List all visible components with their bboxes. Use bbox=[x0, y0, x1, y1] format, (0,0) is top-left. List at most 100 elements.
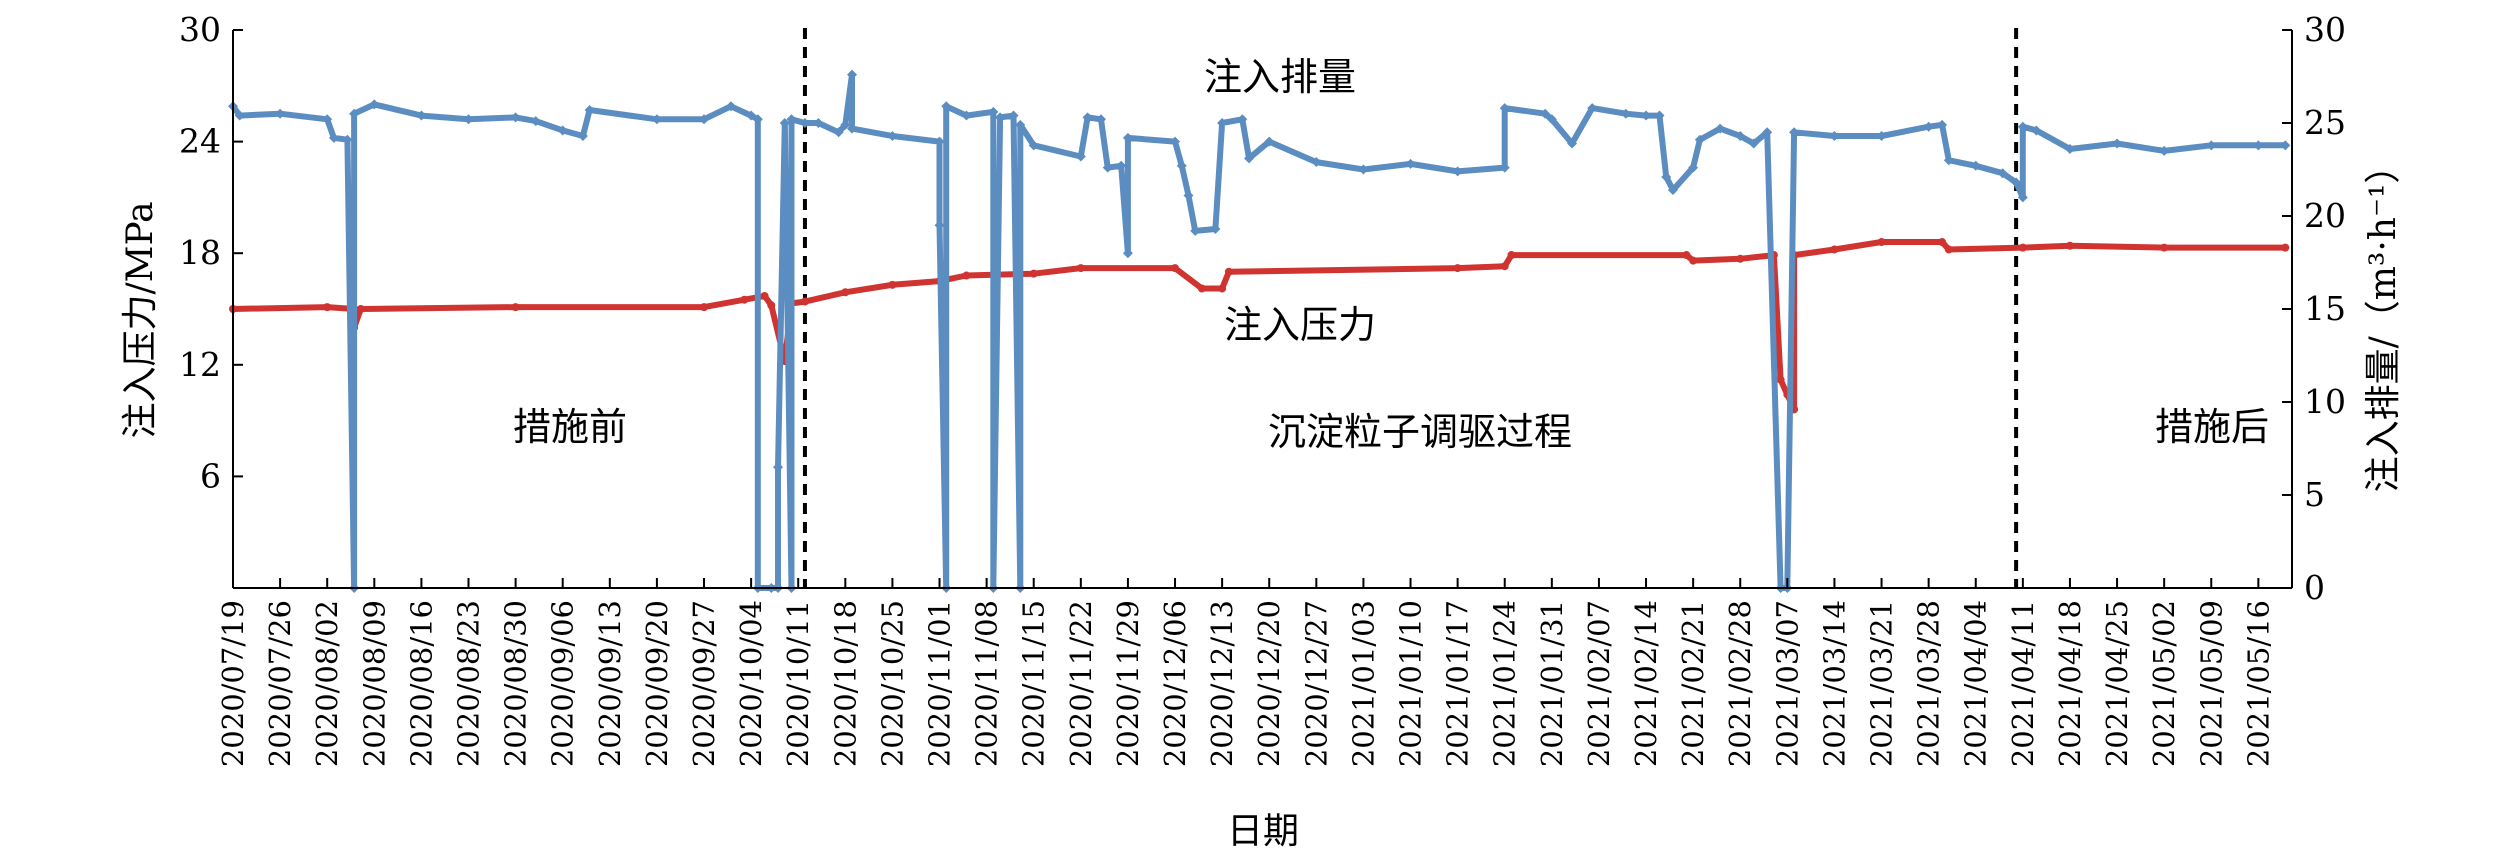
x-tick-label: 2021/04/11 bbox=[2006, 600, 2040, 767]
pressure-point bbox=[888, 280, 897, 289]
x-tick-label: 2021/04/18 bbox=[2053, 600, 2087, 767]
x-tick-label: 2020/12/13 bbox=[1205, 600, 1239, 767]
flow-point bbox=[349, 108, 360, 119]
pressure-point bbox=[1689, 256, 1698, 265]
x-tick-label: 2020/08/02 bbox=[310, 600, 344, 767]
x-tick-label: 2021/02/14 bbox=[1629, 600, 1663, 767]
right-tick-label: 10 bbox=[2304, 382, 2346, 421]
flow-point bbox=[2280, 140, 2291, 151]
x-tick-label: 2020/08/23 bbox=[452, 600, 486, 767]
left-tick-label: 24 bbox=[179, 122, 221, 161]
x-tick-label: 2020/10/25 bbox=[875, 600, 909, 767]
pressure-point bbox=[1736, 254, 1745, 263]
x-tick-label: 2021/03/21 bbox=[1865, 600, 1899, 767]
flow-point bbox=[725, 101, 736, 112]
flow-point bbox=[752, 114, 763, 125]
flow-point bbox=[1210, 224, 1221, 235]
after-phase-label: 措施后 bbox=[2155, 405, 2269, 449]
flow-point bbox=[1190, 225, 1201, 236]
flow-point bbox=[530, 116, 541, 127]
pressure-series bbox=[229, 238, 2290, 414]
flow-point bbox=[1694, 134, 1705, 145]
x-axis-title: 日期 bbox=[1227, 811, 1299, 852]
x-tick-label: 2020/07/19 bbox=[216, 600, 250, 767]
flow-point bbox=[275, 108, 286, 119]
pressure-point bbox=[1682, 251, 1691, 260]
x-tick-label: 2020/10/04 bbox=[734, 600, 768, 767]
left-tick-label: 12 bbox=[179, 345, 221, 384]
flow-point bbox=[847, 123, 858, 134]
x-tick-label: 2020/09/27 bbox=[687, 600, 721, 767]
right-tick-label: 30 bbox=[2304, 10, 2346, 49]
flow-point bbox=[1789, 127, 1800, 138]
flow-point bbox=[2017, 121, 2028, 132]
pressure-point bbox=[1877, 238, 1886, 247]
flow-point bbox=[1217, 118, 1228, 128]
pressure-point bbox=[767, 301, 776, 310]
x-tick-label: 2021/03/07 bbox=[1770, 600, 1804, 767]
pressure-point bbox=[800, 297, 809, 306]
flow-point bbox=[779, 118, 790, 128]
left-axis-ticks: 6 12 18 24 30 bbox=[179, 10, 243, 495]
pressure-point bbox=[1944, 245, 1953, 254]
x-axis-ticks: 2020/07/19 2020/07/26 2020/08/02 2020/08/09… bbox=[216, 578, 2275, 767]
x-tick-label: 2020/12/20 bbox=[1252, 600, 1286, 767]
flow-point bbox=[2017, 192, 2028, 203]
flow-point bbox=[1358, 164, 1369, 175]
x-tick-label: 2021/05/09 bbox=[2194, 600, 2228, 767]
x-tick-label: 2021/01/10 bbox=[1394, 600, 1428, 767]
x-tick-label: 2020/07/26 bbox=[263, 600, 297, 767]
flow-point bbox=[1244, 153, 1255, 164]
pressure-point bbox=[1224, 267, 1233, 276]
pressure-point bbox=[841, 288, 850, 297]
flow-point bbox=[1008, 110, 1019, 121]
x-tick-label: 2020/08/09 bbox=[357, 600, 391, 767]
flow-point bbox=[1116, 160, 1127, 171]
right-tick-label: 5 bbox=[2304, 475, 2325, 514]
flow-point bbox=[1748, 138, 1759, 149]
flow-point bbox=[2011, 177, 2022, 188]
x-tick-label: 2020/09/06 bbox=[546, 600, 580, 767]
x-tick-label: 2021/03/14 bbox=[1817, 600, 1851, 767]
x-tick-label: 2020/11/22 bbox=[1064, 600, 1098, 767]
flow-point bbox=[799, 118, 810, 128]
x-tick-label: 2020/08/30 bbox=[499, 600, 533, 767]
flow-point bbox=[1264, 136, 1275, 147]
flow-point bbox=[833, 127, 844, 138]
flow-point bbox=[577, 131, 588, 142]
flow-point bbox=[234, 110, 245, 121]
flow-point bbox=[1587, 103, 1598, 114]
pressure-point bbox=[700, 303, 709, 312]
flow-point bbox=[1970, 160, 1981, 171]
x-tick-label: 2020/11/01 bbox=[923, 600, 957, 767]
pressure-point bbox=[760, 291, 769, 300]
x-tick-label: 2020/09/13 bbox=[593, 600, 627, 767]
x-tick-label: 2021/01/17 bbox=[1441, 600, 1475, 767]
flow-point bbox=[416, 110, 427, 121]
x-tick-label: 2021/05/02 bbox=[2147, 600, 2181, 767]
flow-series-label: 注入排量 bbox=[1204, 55, 1356, 99]
pressure-point bbox=[2281, 243, 2290, 252]
flow-point bbox=[1937, 119, 1948, 130]
pressure-point bbox=[740, 295, 749, 304]
flow-point bbox=[369, 99, 380, 110]
x-tick-label: 2020/09/20 bbox=[640, 600, 674, 767]
flow-point bbox=[961, 110, 972, 121]
x-tick-label: 2021/01/24 bbox=[1488, 600, 1522, 767]
flow-point bbox=[1499, 103, 1510, 114]
pressure-point bbox=[1830, 245, 1839, 254]
flow-point bbox=[1997, 168, 2008, 179]
pressure-point bbox=[1500, 262, 1509, 271]
x-tick-label: 2021/02/28 bbox=[1723, 600, 1757, 767]
flow-point bbox=[1688, 162, 1699, 173]
right-tick-label: 25 bbox=[2304, 103, 2346, 142]
flow-point bbox=[887, 131, 898, 142]
x-tick-label: 2020/10/18 bbox=[828, 600, 862, 767]
pressure-point bbox=[323, 303, 332, 312]
right-tick-label: 20 bbox=[2304, 196, 2346, 235]
x-tick-label: 2021/04/04 bbox=[1959, 600, 1993, 767]
flow-point bbox=[840, 119, 851, 130]
flow-point bbox=[1620, 108, 1631, 119]
x-tick-label: 2020/12/06 bbox=[1158, 600, 1192, 767]
